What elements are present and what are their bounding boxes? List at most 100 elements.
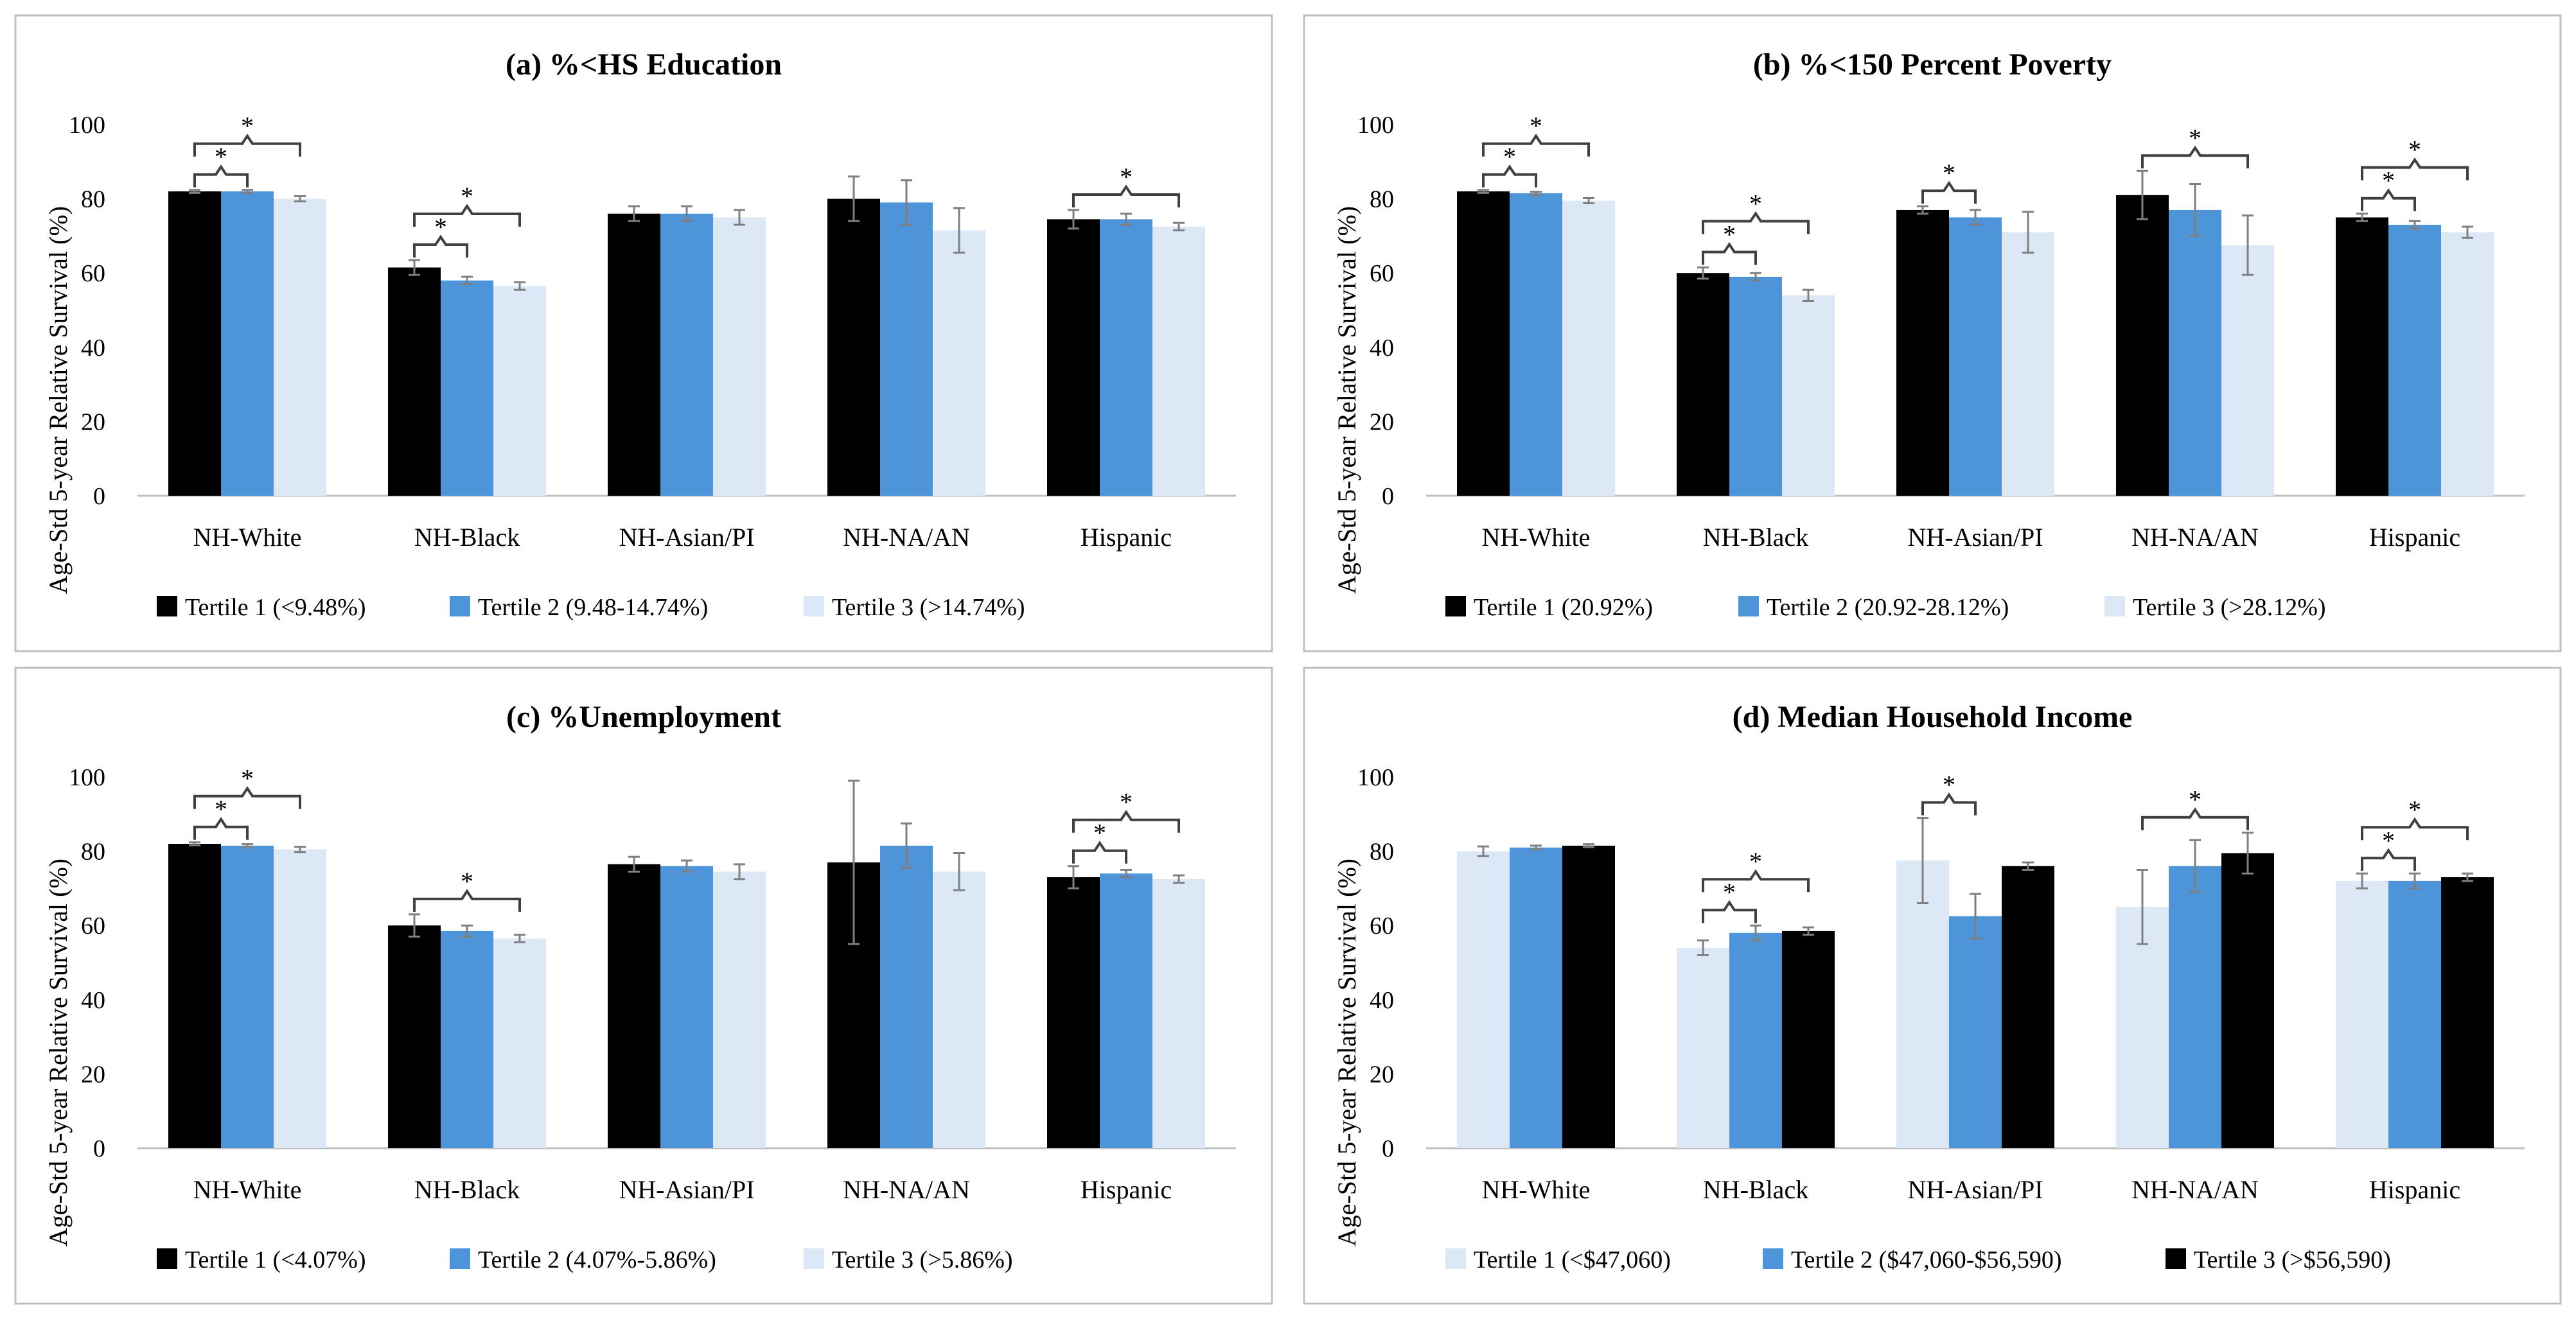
y-tick-label: 0: [1382, 1135, 1394, 1162]
x-category-label: NH-White: [1482, 523, 1591, 552]
bar: [880, 202, 933, 496]
y-tick-label: 20: [1370, 1061, 1394, 1088]
significance-bracket: [2361, 848, 2416, 871]
legend-label: Tertile 3 (>14.74%): [832, 594, 1025, 621]
significance-marker: *: [2189, 123, 2201, 152]
chart-panel-a: (a) %<HS Education Age-Std 5-year Relativ…: [14, 14, 1273, 652]
bar: [827, 198, 880, 496]
y-tick-label: 60: [1370, 260, 1394, 287]
y-axis-label: Age-Std 5-year Relative Survival (%): [1332, 859, 1361, 1246]
significance-marker: *: [1749, 847, 1762, 876]
y-tick-label: 40: [81, 335, 105, 362]
legend-swatch: [804, 596, 824, 616]
chart-panel-d: (d) Median Household Income Age-Std 5-yea…: [1303, 667, 2562, 1305]
bar: [1949, 916, 2002, 1148]
bar: [441, 930, 493, 1148]
significance-bracket: [1702, 869, 1810, 893]
bar: [168, 191, 221, 496]
legend-swatch: [2166, 1248, 2186, 1269]
significance-marker: *: [1120, 788, 1133, 817]
significance-bracket: [2141, 145, 2249, 169]
legend-swatch: [1445, 596, 1466, 616]
significance-bracket: [413, 889, 521, 912]
significance-bracket: [1482, 134, 1590, 157]
x-category-label: Hispanic: [2369, 1175, 2460, 1204]
x-category-label: NH-White: [193, 523, 302, 552]
legend-label: Tertile 3 (>5.86%): [832, 1246, 1013, 1273]
bar: [388, 267, 441, 496]
x-category-label: NH-NA/AN: [843, 1175, 970, 1204]
bar: [221, 191, 274, 496]
bar: [1949, 217, 2002, 496]
significance-marker: *: [461, 182, 473, 211]
bar: [1562, 845, 1615, 1148]
bar: [713, 217, 766, 496]
y-tick-label: 60: [81, 260, 105, 287]
legend-label: Tertile 3 (>28.12%): [2133, 594, 2326, 621]
x-category-label: Hispanic: [2369, 523, 2460, 552]
significance-marker: *: [1120, 162, 1133, 191]
bar: [933, 871, 985, 1148]
significance-marker: *: [434, 213, 447, 241]
significance-bracket: [2361, 157, 2469, 180]
x-category-label: NH-NA/AN: [2131, 1175, 2259, 1204]
legend-label: Tertile 1 (<$47,060): [1474, 1246, 1671, 1273]
significance-bracket: [2361, 188, 2416, 211]
significance-bracket: [193, 786, 301, 809]
y-tick-label: 0: [93, 1135, 105, 1162]
significance-bracket: [193, 134, 301, 157]
y-tick-label: 20: [1370, 408, 1394, 435]
bar: [1100, 873, 1152, 1148]
bar: [2169, 866, 2221, 1148]
chart-panel-c: (c) %Unemployment Age-Std 5-year Relative…: [14, 667, 1273, 1305]
significance-marker: *: [1749, 189, 1762, 218]
x-category-label: NH-Black: [1703, 1175, 1808, 1204]
legend-label: Tertile 2 (20.92-28.12%): [1767, 594, 2009, 621]
significance-marker: *: [1093, 819, 1106, 848]
significance-bracket: [193, 817, 249, 840]
y-tick-label: 20: [81, 408, 105, 435]
y-tick-label: 100: [69, 764, 105, 791]
y-tick-label: 100: [1357, 112, 1394, 139]
bar: [2221, 853, 2274, 1148]
bar: [1510, 193, 1562, 496]
bar: [2116, 907, 2169, 1148]
y-axis-label: Age-Std 5-year Relative Survival (%): [1332, 206, 1361, 594]
legend-swatch: [157, 596, 177, 616]
significance-bracket: [413, 204, 521, 227]
significance-marker: *: [2408, 135, 2421, 164]
y-tick-label: 40: [81, 987, 105, 1014]
bar: [274, 849, 326, 1148]
significance-bracket: [1482, 164, 1537, 188]
significance-bracket: [2361, 817, 2469, 841]
bar: [1729, 276, 1782, 496]
x-category-label: NH-Black: [1703, 523, 1808, 552]
x-category-label: NH-Black: [414, 1175, 520, 1204]
significance-bracket: [1072, 184, 1180, 207]
legend-label: Tertile 1 (<9.48%): [185, 594, 366, 621]
bar: [2336, 880, 2388, 1148]
bar: [1782, 295, 1835, 496]
legend-label: Tertile 3 (>$56,590): [2194, 1246, 2391, 1273]
legend-label: Tertile 1 (20.92%): [1474, 594, 1653, 621]
bar: [388, 925, 441, 1148]
bar: [221, 845, 274, 1148]
legend-swatch: [1445, 1248, 1466, 1269]
significance-marker: *: [241, 764, 254, 793]
bar: [2002, 866, 2054, 1148]
legend-label: Tertile 1 (<4.07%): [185, 1246, 366, 1273]
x-category-label: NH-White: [1482, 1175, 1591, 1204]
significance-bracket: [1921, 180, 1977, 204]
significance-marker: *: [215, 143, 227, 171]
significance-marker: *: [1530, 112, 1542, 141]
bar: [2441, 877, 2494, 1148]
significance-marker: *: [2382, 166, 2395, 195]
legend-swatch: [1738, 596, 1759, 616]
bar: [274, 198, 326, 496]
bar: [1047, 219, 1100, 496]
significance-bracket: [1702, 241, 1757, 265]
significance-bracket: [193, 164, 249, 188]
chart-title: (b) %<150 Percent Poverty: [1753, 48, 2112, 82]
bar: [2169, 209, 2221, 496]
